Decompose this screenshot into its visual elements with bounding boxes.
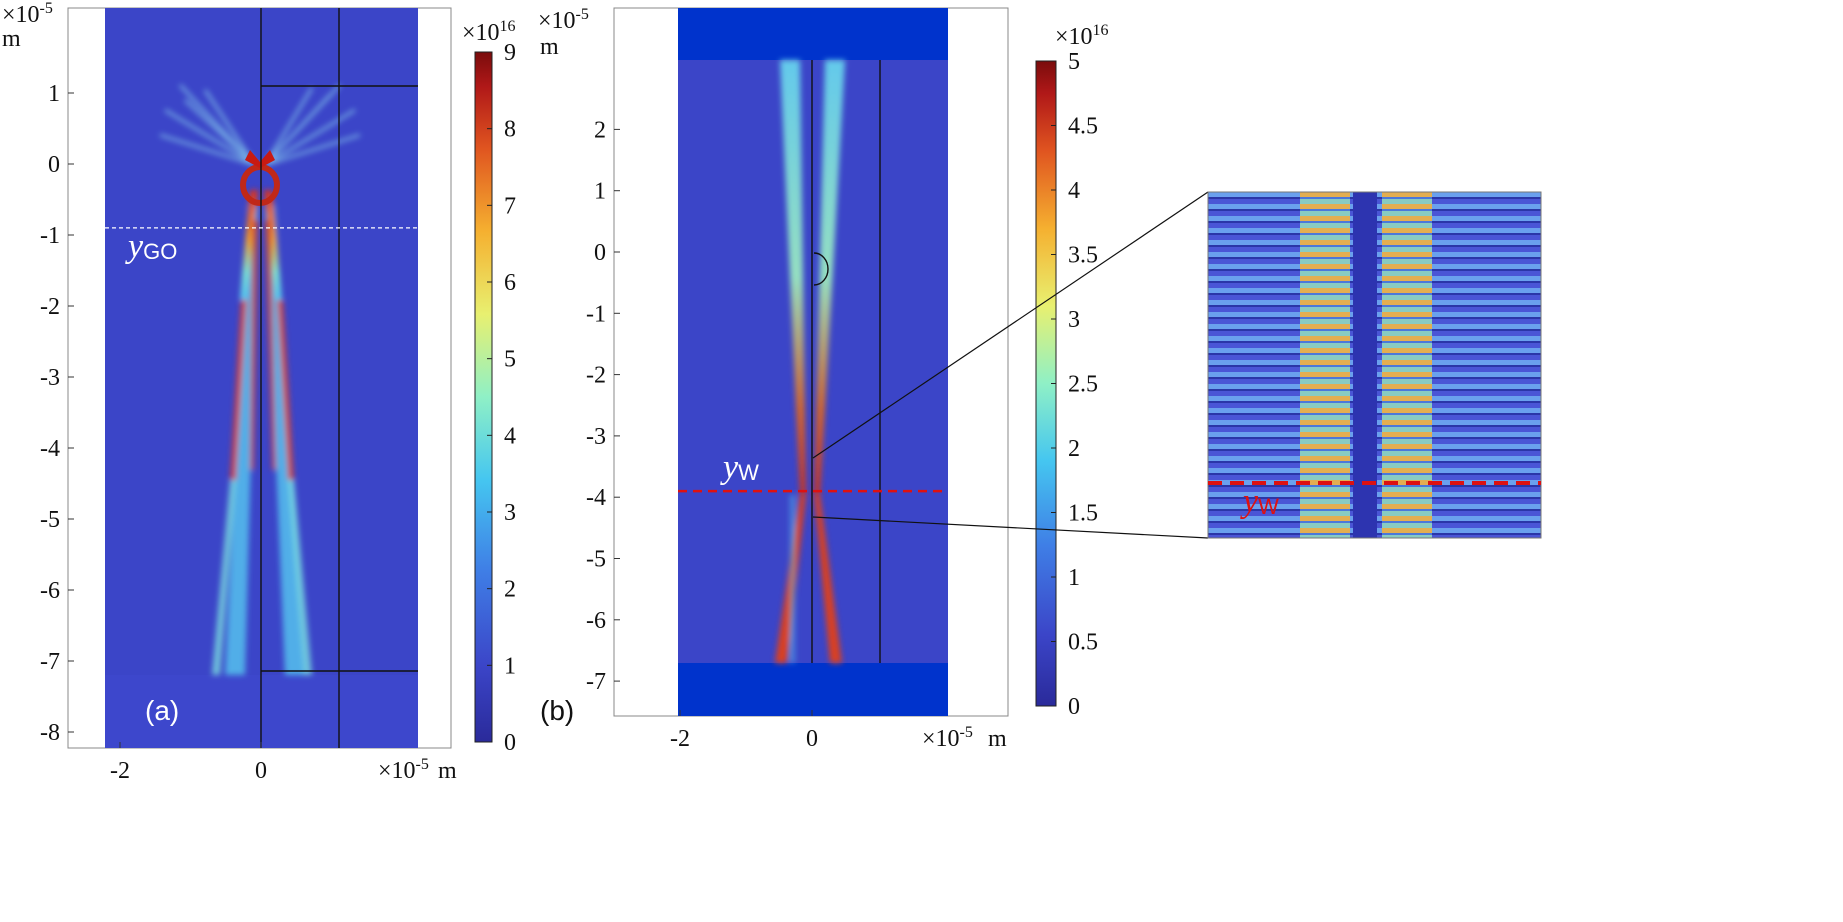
y-tick-label: 2 (594, 117, 606, 143)
colorbar-tick-label: 5 (1068, 49, 1080, 75)
y-tick-label: 0 (48, 152, 60, 178)
colorbar-tick-label: 2.5 (1068, 372, 1098, 398)
panel-a-y-go-label: yGO (125, 228, 177, 265)
inset-connector-bottom (812, 516, 1209, 539)
panel-a-y-ticks: 1 0 -1 -2 -3 -4 -5 -6 -7 -8 (40, 81, 74, 746)
y-tick-label: -1 (586, 301, 606, 327)
y-tick-label: 0 (594, 240, 606, 266)
colorbar-tick-label: 6 (504, 270, 516, 296)
panel-a-x-multiplier: ×10-5 (378, 756, 429, 784)
y-tick-label: -5 (40, 507, 60, 533)
y-tick-label: -8 (40, 720, 60, 746)
inset-connector-top (812, 191, 1209, 459)
panel-b-y-multiplier: ×10-5 (538, 6, 589, 34)
inset-center-dark-band (1353, 192, 1377, 538)
y-tick-label: -6 (586, 608, 606, 634)
y-tick-label: -7 (40, 649, 60, 675)
inset-hot-band-left (1300, 192, 1350, 538)
panel-a-particle-ring (240, 150, 280, 206)
x-tick-label: 0 (255, 758, 267, 784)
x-tick-label: 0 (806, 726, 818, 752)
colorbar-tick-label: 0 (1068, 694, 1080, 720)
panel-b-beams (775, 60, 845, 663)
y-tick-label: -4 (40, 436, 60, 462)
panel-b-bottom-pml (678, 663, 948, 716)
x-tick-label: -2 (670, 726, 690, 752)
y-tick-label: 1 (48, 81, 60, 107)
y-tick-label: -5 (586, 547, 606, 573)
panel-a-domain-lines (260, 8, 418, 748)
panel-b-colorbar-multiplier: ×1016 (1055, 22, 1109, 50)
panel-b-label: (b) (540, 695, 574, 726)
y-tick-label: -1 (40, 223, 60, 249)
panel-b: yW 2 1 0 -1 -2 -3 -4 -5 -6 -7 -2 0 ×10-5 m ×10-5 m… (538, 6, 1109, 752)
panel-a-y-unit: m (2, 26, 21, 52)
panel-b-y-unit: m (540, 34, 559, 60)
y-tick-label: 1 (594, 179, 606, 205)
colorbar-tick-label: 3.5 (1068, 243, 1098, 269)
panel-a-label: (a) (145, 695, 179, 726)
panel-a-x-unit: m (438, 758, 457, 784)
colorbar-tick-label: 4 (1068, 178, 1080, 204)
x-tick-label: -2 (110, 758, 130, 784)
colorbar-tick-label: 9 (504, 40, 516, 66)
panel-b-x-unit: m (988, 726, 1007, 752)
y-tick-label: -7 (586, 669, 606, 695)
colorbar-tick-label: 4.5 (1068, 114, 1098, 140)
y-tick-label: -3 (586, 424, 606, 450)
colorbar-tick-label: 0.5 (1068, 630, 1098, 656)
colorbar-tick-label: 8 (504, 117, 516, 143)
y-tick-label: -3 (40, 365, 60, 391)
panel-b-colorbar-ticks: 0 0.5 1 1.5 2 2.5 3 3.5 4 4.5 5 (1051, 49, 1098, 720)
panel-a-beams (212, 190, 312, 675)
inset-y-w-label: yW (1240, 483, 1279, 520)
y-tick-label: -6 (40, 578, 60, 604)
panel-b-inset: yW (812, 191, 1542, 539)
colorbar-tick-label: 1 (1068, 565, 1080, 591)
y-tick-label: -2 (40, 294, 60, 320)
panel-a: yGO (a) 1 0 -1 -2 -3 -4 -5 -6 -7 -8 -2 0 ×10-5 m ×… (2, 0, 516, 784)
panel-b-x-ticks: -2 0 (670, 710, 818, 752)
colorbar-tick-label: 0 (504, 730, 516, 756)
y-tick-label: -2 (586, 363, 606, 389)
panel-a-colorbar (474, 51, 493, 743)
colorbar-tick-label: 1.5 (1068, 501, 1098, 527)
panel-b-y-w-label: yW (720, 449, 759, 486)
panel-b-y-ticks: 2 1 0 -1 -2 -3 -4 -5 -6 -7 (586, 117, 620, 695)
panel-b-x-multiplier: ×10-5 (922, 724, 973, 752)
panel-a-fan (159, 83, 361, 167)
panel-a-colorbar-multiplier: ×1016 (462, 18, 516, 46)
colorbar-tick-label: 2 (504, 577, 516, 603)
panel-a-y-multiplier: ×10-5 (2, 0, 53, 28)
colorbar-tick-label: 3 (1068, 307, 1080, 333)
colorbar-tick-label: 7 (504, 193, 516, 219)
colorbar-tick-label: 3 (504, 500, 516, 526)
colorbar-tick-label: 5 (504, 347, 516, 373)
panel-a-colorbar-ticks: 0 1 2 3 4 5 6 7 8 9 (487, 40, 516, 756)
panel-b-domain-lines (811, 60, 881, 663)
panel-b-field (678, 8, 948, 716)
colorbar-tick-label: 1 (504, 653, 516, 679)
colorbar-tick-label: 2 (1068, 436, 1080, 462)
panel-b-top-pml (678, 8, 948, 60)
inset-hot-band-right (1382, 192, 1432, 538)
colorbar-tick-label: 4 (504, 423, 516, 449)
panel-a-x-ticks: -2 0 (110, 742, 267, 784)
inset-frame (1207, 191, 1542, 539)
y-tick-label: -4 (586, 485, 606, 511)
